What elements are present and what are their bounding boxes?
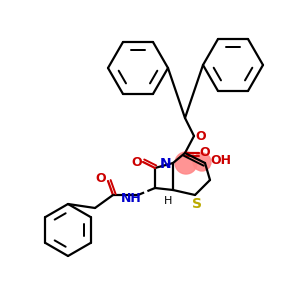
Text: NH: NH (121, 191, 141, 205)
Text: O: O (200, 146, 210, 160)
Circle shape (193, 153, 211, 171)
Text: S: S (192, 197, 202, 211)
Text: OH: OH (211, 154, 232, 167)
Text: O: O (96, 172, 106, 184)
Text: O: O (132, 155, 142, 169)
Circle shape (175, 152, 197, 174)
Text: H: H (164, 196, 172, 206)
Text: N: N (160, 157, 172, 171)
Text: O: O (196, 130, 206, 142)
